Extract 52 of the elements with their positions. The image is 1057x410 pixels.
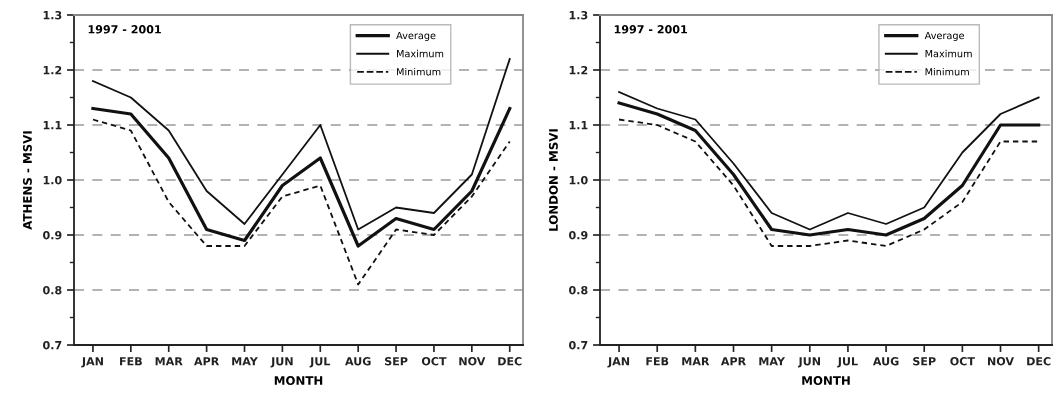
y-tick-label: 1.2 bbox=[569, 65, 588, 75]
x-tick-label: NOV bbox=[459, 357, 486, 366]
x-tick-label: DEC bbox=[1027, 357, 1051, 366]
x-tick-label: OCT bbox=[421, 357, 447, 366]
x-tick-label: JAN bbox=[607, 357, 630, 368]
x-tick-label: JUN bbox=[797, 357, 820, 368]
y-tick-label: 0.7 bbox=[43, 340, 62, 350]
y-tick-label: 1.3 bbox=[43, 10, 62, 20]
annotation: 1997 - 2001 bbox=[614, 25, 687, 34]
y-axis-title: LONDON - MSVI bbox=[548, 129, 558, 231]
y-tick-label: 0.7 bbox=[569, 340, 588, 350]
y-tick-label: 0.8 bbox=[43, 285, 62, 295]
x-tick-label: OCT bbox=[950, 357, 975, 366]
x-tick-label: AUG bbox=[872, 357, 899, 366]
x-tick-label: MAR bbox=[155, 357, 183, 366]
x-tick-label: APR bbox=[194, 357, 220, 366]
y-tick-label: 1.1 bbox=[569, 121, 588, 130]
x-tick-label: SEP bbox=[385, 357, 408, 366]
x-tick-label: JUL bbox=[837, 357, 858, 368]
legend-label: Minimum bbox=[925, 67, 969, 76]
legend-label: Minimum bbox=[397, 67, 441, 76]
x-tick-label: APR bbox=[720, 357, 746, 366]
line-series bbox=[92, 58, 511, 231]
y-tick-label: 1.0 bbox=[43, 175, 62, 185]
x-tick-label: JAN bbox=[81, 357, 103, 368]
x-tick-label: MAY bbox=[759, 357, 786, 366]
x-tick-label: MAR bbox=[682, 357, 710, 366]
y-tick-label: 0.8 bbox=[569, 285, 588, 295]
legend-label: Maximum bbox=[397, 49, 444, 58]
x-tick-label: NOV bbox=[988, 357, 1014, 366]
x-axis-title: MONTH bbox=[274, 376, 323, 386]
legend-label: Maximum bbox=[925, 49, 972, 58]
x-tick-label: AUG bbox=[345, 357, 371, 366]
y-tick-label: 0.9 bbox=[43, 230, 62, 240]
y-tick-label: 1.3 bbox=[569, 10, 588, 20]
x-tick-label: FEB bbox=[120, 357, 142, 366]
x-tick-label: FEB bbox=[646, 357, 669, 366]
legend-label: Average bbox=[396, 31, 436, 42]
y-tick-label: 0.9 bbox=[569, 230, 588, 240]
legend-label: Average bbox=[924, 31, 965, 42]
x-tick-label: JUL bbox=[309, 357, 331, 368]
annotation: 1997 - 2001 bbox=[88, 25, 161, 34]
y-tick-label: 1.2 bbox=[43, 65, 62, 75]
x-tick-label: MAY bbox=[232, 357, 258, 366]
y-axis-title: ATHENS - MSVI bbox=[22, 131, 32, 230]
x-axis-title: MONTH bbox=[802, 376, 850, 386]
x-tick-label: SEP bbox=[913, 357, 936, 366]
x-tick-label: DEC bbox=[498, 357, 522, 366]
line-series bbox=[618, 118, 1040, 247]
y-tick-label: 1.0 bbox=[569, 175, 588, 185]
y-tick-label: 1.1 bbox=[43, 121, 62, 130]
x-tick-label: JUN bbox=[270, 357, 293, 368]
